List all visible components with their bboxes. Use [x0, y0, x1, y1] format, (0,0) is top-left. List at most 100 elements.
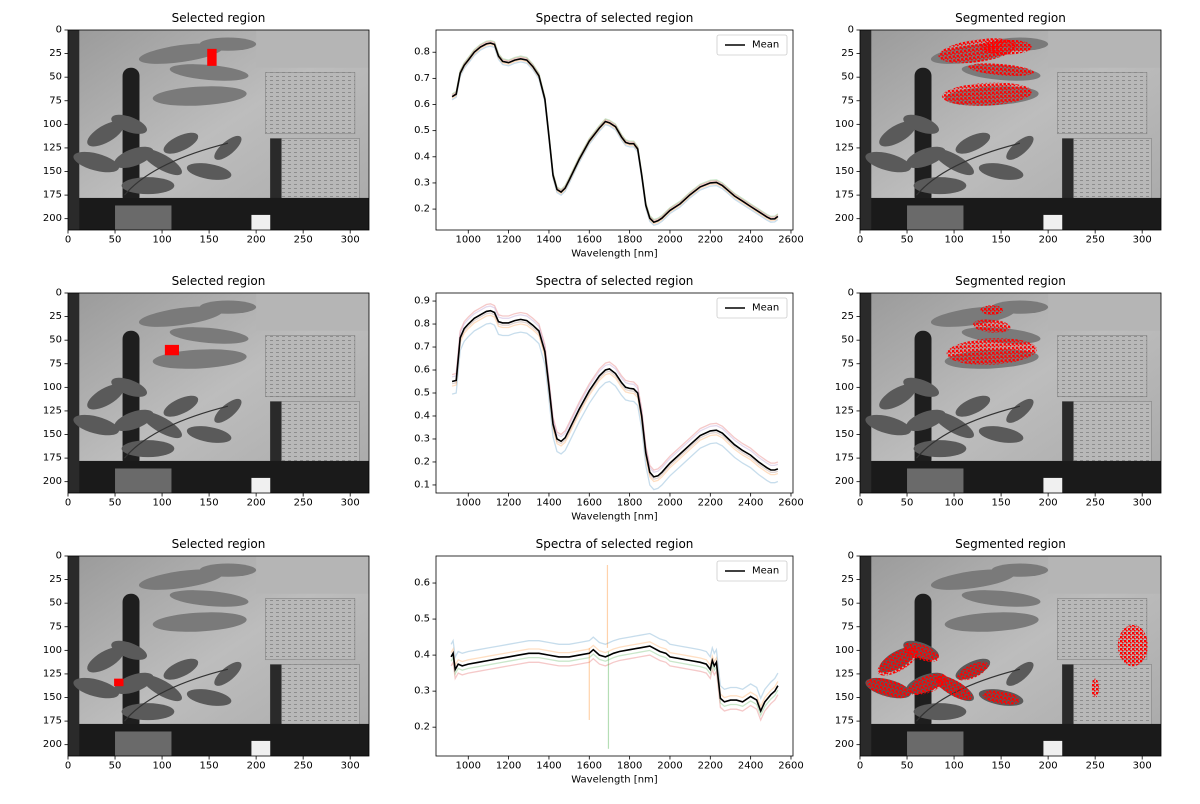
y-tick-label: 125 [43, 668, 62, 679]
x-tick-label: 300 [1133, 761, 1152, 772]
y-tick-label: 175 [835, 190, 854, 201]
scene-left-edge [860, 556, 872, 756]
legend-label: Mean [752, 566, 779, 577]
scene-plant-stem [915, 405, 1021, 459]
y-tick-label: 75 [49, 358, 62, 369]
panel-title: Segmented region [955, 274, 1066, 288]
scene-banknote-strip [1062, 664, 1074, 731]
scene-plant-leaf [879, 384, 917, 410]
scene-bottom-box [907, 468, 964, 493]
y-tick-label: 100 [835, 645, 854, 656]
scene-bottom-white [251, 214, 271, 230]
x-tick-label: 100 [945, 761, 964, 772]
scene-leaf [991, 300, 1049, 314]
panel-title: Spectra of selected region [536, 11, 694, 25]
scene-left-edge [860, 30, 872, 230]
axes-frame [67, 292, 370, 494]
scene-plant-leaf [978, 163, 1024, 180]
x-tick-label: 1600 [577, 498, 602, 509]
x-tick-label: 100 [945, 235, 964, 246]
scene-leaf [199, 37, 257, 51]
panel-title: Selected region [172, 537, 266, 551]
x-tick-label: 200 [247, 235, 266, 246]
scene-leaf [199, 563, 257, 577]
x-tick-label: 2600 [778, 761, 803, 772]
y-tick-label: 0.6 [414, 365, 430, 376]
scene-plant-stem [123, 405, 229, 459]
scene-dark-bar [122, 593, 140, 731]
y-tick-label: 100 [43, 382, 62, 393]
y-tick-label: 150 [835, 166, 854, 177]
scene-bottom-white [251, 477, 271, 493]
scene-banknote-strip [270, 401, 282, 468]
y-tick-label: 150 [835, 429, 854, 440]
scene-plant-leaf [913, 177, 967, 195]
y-tick-label: 200 [835, 476, 854, 487]
x-tick-label: 1400 [536, 761, 561, 772]
scene-bottom-box [115, 205, 172, 230]
scene-bottom-white [251, 740, 271, 756]
scene-plant-leaf [865, 414, 912, 436]
panel-title: Segmented region [955, 537, 1066, 551]
x-tick-label: 1400 [536, 235, 561, 246]
y-tick-label: 125 [43, 142, 62, 153]
scene-plant-leaf [214, 661, 242, 686]
scene-bottom-box [115, 731, 172, 756]
scene-plant-leaf [934, 149, 974, 176]
scene-plant-leaf [1006, 135, 1034, 160]
y-tick-label: 0.8 [414, 319, 430, 330]
scene-paper [256, 30, 369, 68]
scene-plant-leaf [111, 114, 148, 134]
y-tick-label: 175 [43, 190, 62, 201]
segmented-image [860, 30, 1161, 230]
pixel-spectrum-line [451, 39, 779, 221]
x-axis-label: Wavelength [nm] [571, 512, 657, 523]
pixel-spectrum-line [451, 305, 779, 474]
scene-plant-leaf [163, 395, 199, 417]
scene-bottom-box [115, 468, 172, 493]
x-tick-label: 1800 [617, 498, 642, 509]
scene-plant-stem [123, 142, 229, 196]
scene-banknote [1061, 664, 1152, 731]
x-tick-label: 1200 [496, 761, 521, 772]
y-tick-label: 75 [49, 621, 62, 632]
x-tick-label: 100 [153, 761, 172, 772]
axes-frame [435, 29, 794, 231]
y-tick-label: 200 [43, 476, 62, 487]
y-tick-label: 200 [835, 739, 854, 750]
segmented-region-panel: 0 50 100 150 200 250 300 0 25 50 75 100 125 150 175 200… [835, 11, 1162, 246]
segmentation-mask [903, 642, 940, 662]
scene-plant-leaf [73, 677, 120, 699]
x-tick-label: 1600 [577, 761, 602, 772]
axes-frame [67, 555, 370, 757]
segmentation-mask [941, 82, 1033, 106]
scene-banknote [269, 401, 360, 468]
scene-dark-bar [122, 330, 140, 468]
y-tick-label: 125 [835, 142, 854, 153]
scene-bottom-strip [68, 460, 369, 493]
selected-image [68, 556, 369, 756]
y-tick-label: 150 [835, 692, 854, 703]
y-tick-label: 175 [43, 716, 62, 727]
pixel-spectrum-line [451, 45, 779, 227]
selected-region-panel: 0 50 100 150 200 250 300 0 25 50 75 100 125 150 175 200… [43, 537, 370, 772]
scene-banknote-strip [1062, 401, 1074, 468]
scene-banknote [269, 664, 360, 731]
scene-bottom-white [1043, 740, 1063, 756]
x-tick-label: 0 [65, 761, 71, 772]
y-tick-label: 75 [841, 358, 854, 369]
scene-plant-leaf [73, 151, 120, 173]
x-tick-label: 200 [1039, 498, 1058, 509]
x-tick-label: 150 [992, 235, 1011, 246]
axes-frame [859, 29, 1162, 231]
scene-paper [256, 293, 369, 331]
scene-leaf [169, 327, 249, 344]
axes-frame [67, 29, 370, 231]
x-tick-label: 2600 [778, 498, 803, 509]
segmentation-mask [968, 63, 1034, 76]
x-tick-label: 50 [901, 498, 914, 509]
panel-title: Spectra of selected region [536, 537, 694, 551]
x-axis-label: Wavelength [nm] [571, 775, 657, 786]
x-tick-label: 0 [65, 498, 71, 509]
segmentation-mask [982, 690, 1020, 705]
